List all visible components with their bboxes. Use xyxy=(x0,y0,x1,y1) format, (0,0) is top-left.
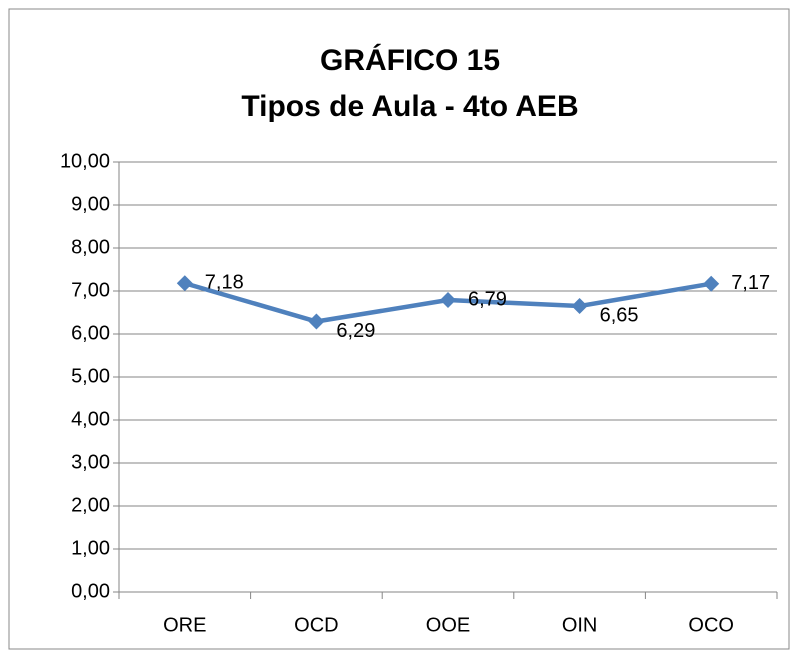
y-tick-label: 3,00 xyxy=(71,451,110,473)
y-tick-label: 5,00 xyxy=(71,365,110,387)
y-tick-label: 2,00 xyxy=(71,494,110,516)
data-label: 6,79 xyxy=(468,288,507,310)
y-tick-label: 10,00 xyxy=(60,150,110,172)
data-label: 6,29 xyxy=(336,320,375,342)
chart-title: GRÁFICO 15 xyxy=(320,43,500,77)
y-tick-label: 1,00 xyxy=(71,537,110,559)
data-label: 7,17 xyxy=(731,272,770,294)
y-tick-label: 4,00 xyxy=(71,408,110,430)
point-marker xyxy=(703,275,720,292)
y-tick-label: 9,00 xyxy=(71,193,110,215)
x-tick-label: OCD xyxy=(294,614,338,636)
data-label: 7,18 xyxy=(205,272,244,294)
x-tick-label: OIN xyxy=(562,614,598,636)
point-marker xyxy=(308,313,325,330)
y-tick-label: 0,00 xyxy=(71,580,110,602)
y-tick-label: 6,00 xyxy=(71,322,110,344)
x-tick-label: ORE xyxy=(163,614,206,636)
chart-subtitle: Tipos de Aula - 4to AEB xyxy=(241,90,578,123)
x-tick-label: OOE xyxy=(426,614,470,636)
x-tick-label: OCO xyxy=(688,614,734,636)
point-marker xyxy=(571,298,588,315)
y-tick-label: 7,00 xyxy=(71,279,110,301)
y-tick-label: 8,00 xyxy=(71,236,110,258)
point-marker xyxy=(176,275,193,292)
point-marker xyxy=(440,292,456,309)
data-label: 6,65 xyxy=(600,304,639,326)
chart-frame xyxy=(8,8,790,650)
